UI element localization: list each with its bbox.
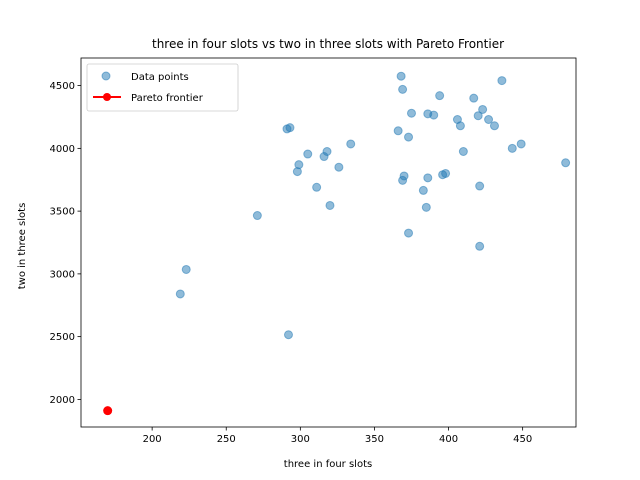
data-point <box>418 185 428 195</box>
data-point <box>441 168 451 178</box>
x-tick-label: 450 <box>513 434 532 445</box>
data-point <box>312 182 322 192</box>
y-axis-ticks: 2000 2500 3000 3500 4000 4500 <box>50 81 81 406</box>
data-point <box>475 241 485 251</box>
data-point <box>455 121 465 131</box>
y-tick-label: 3500 <box>50 207 75 218</box>
data-point <box>458 147 468 157</box>
y-tick-label: 2500 <box>50 332 75 343</box>
legend-label-data-points: Data points <box>131 72 189 83</box>
legend-box <box>86 63 239 112</box>
data-point <box>484 115 494 124</box>
data-point <box>497 76 507 86</box>
data-point <box>322 147 332 157</box>
data-point <box>325 200 335 210</box>
data-point <box>561 158 571 168</box>
x-tick-label: 200 <box>143 434 162 445</box>
plot-frame <box>80 57 577 428</box>
data-point <box>283 330 293 340</box>
plot-background <box>81 58 576 427</box>
data-point <box>429 110 439 120</box>
data-point <box>507 143 517 153</box>
x-tick-label: 400 <box>439 434 458 445</box>
legend-marker-pareto <box>103 93 111 101</box>
data-point <box>475 181 485 191</box>
data-point <box>399 171 409 181</box>
data-point <box>334 162 344 172</box>
data-point <box>346 139 356 149</box>
legend: Data points Pareto frontier <box>86 63 239 112</box>
data-point <box>175 289 185 299</box>
data-point <box>404 132 414 142</box>
points-layer <box>103 71 571 416</box>
data-point <box>404 228 414 238</box>
pareto-point <box>103 406 113 416</box>
data-point <box>252 211 262 221</box>
x-tick-label: 300 <box>291 434 310 445</box>
data-point <box>303 149 313 159</box>
data-point <box>478 104 488 114</box>
data-point <box>489 121 499 131</box>
legend-marker-data-points <box>101 71 111 81</box>
data-point <box>469 93 479 103</box>
y-tick-label: 4000 <box>50 144 75 155</box>
data-point <box>423 173 433 183</box>
plot-area <box>81 58 576 427</box>
y-tick-label: 2000 <box>50 395 75 406</box>
x-axis-label: three in four slots <box>284 459 372 470</box>
data-point <box>398 84 408 94</box>
data-point <box>406 108 416 118</box>
data-point <box>435 91 445 101</box>
data-point <box>473 111 483 121</box>
y-tick-label: 3000 <box>50 269 75 280</box>
y-axis-label: two in three slots <box>17 203 28 290</box>
chart-title: three in four slots vs two in three slot… <box>152 37 504 51</box>
x-tick-label: 250 <box>217 434 236 445</box>
data-point <box>516 139 526 149</box>
x-tick-label: 350 <box>365 434 384 445</box>
y-tick-label: 4500 <box>50 81 75 92</box>
data-point <box>421 202 431 212</box>
x-axis-ticks: 200 250 300 350 400 450 <box>143 427 532 445</box>
data-point <box>393 126 403 136</box>
data-point <box>181 264 191 274</box>
data-point <box>294 160 304 170</box>
data-point <box>396 71 406 81</box>
data-point <box>285 123 295 133</box>
legend-label-pareto: Pareto frontier <box>131 93 204 104</box>
